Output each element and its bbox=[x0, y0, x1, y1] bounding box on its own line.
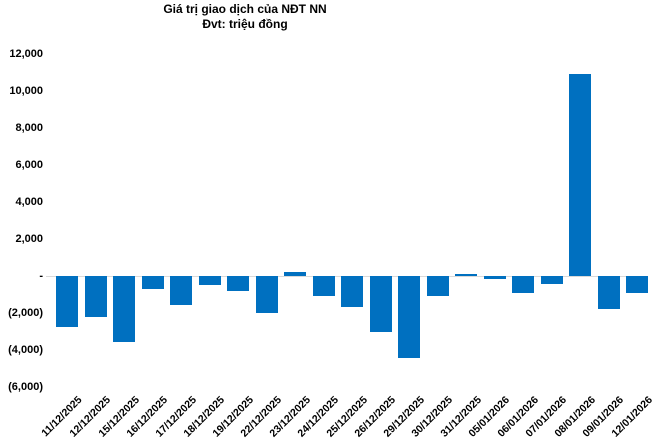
bar bbox=[369, 276, 392, 333]
bar bbox=[483, 276, 506, 279]
y-axis-label: 2,000 bbox=[15, 233, 43, 245]
bar bbox=[540, 276, 563, 285]
y-axis-label: (4,000) bbox=[8, 344, 43, 356]
bar bbox=[626, 276, 649, 293]
bar bbox=[284, 271, 307, 276]
y-axis-label: (6,000) bbox=[8, 381, 43, 393]
bar bbox=[113, 276, 136, 342]
bar bbox=[426, 276, 449, 296]
bar bbox=[341, 276, 364, 307]
y-axis-label: 4,000 bbox=[15, 196, 43, 208]
bar bbox=[569, 74, 592, 276]
bar bbox=[597, 276, 620, 309]
y-axis-label: - bbox=[39, 270, 43, 282]
y-axis-label: 10,000 bbox=[9, 85, 43, 97]
bar bbox=[227, 276, 250, 291]
chart-title: Giá trị giao dịch của NĐT NN bbox=[163, 2, 327, 16]
bar bbox=[512, 276, 535, 294]
bar bbox=[312, 276, 335, 296]
bar bbox=[170, 276, 193, 306]
bar bbox=[141, 276, 164, 290]
chart-subtitle: Đvt: triệu đồng bbox=[202, 17, 288, 31]
y-axis-label: 12,000 bbox=[9, 48, 43, 60]
bar bbox=[56, 276, 79, 328]
y-axis-label: 6,000 bbox=[15, 159, 43, 171]
bar bbox=[255, 276, 278, 314]
bar bbox=[84, 276, 107, 318]
bar bbox=[198, 276, 221, 286]
y-axis-label: 8,000 bbox=[15, 122, 43, 134]
bar bbox=[398, 276, 421, 358]
y-axis-label: (2,000) bbox=[8, 307, 43, 319]
bar bbox=[455, 273, 478, 276]
